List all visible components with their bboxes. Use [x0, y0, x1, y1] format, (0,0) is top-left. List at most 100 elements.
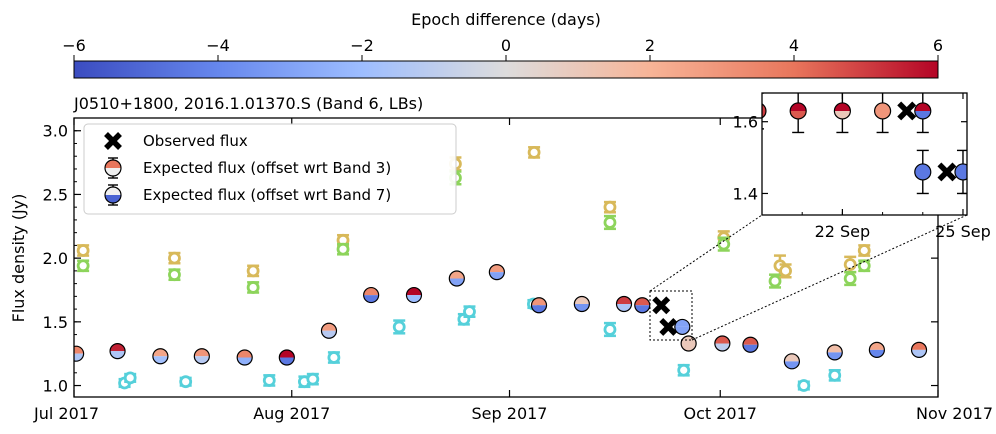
inset-expected-point [914, 149, 932, 195]
other-band-point-cyan [797, 379, 811, 392]
marker-top-half [152, 348, 168, 357]
cross-stroke [897, 101, 917, 121]
marker-bottom-half [406, 295, 422, 303]
marker-bottom-half [827, 352, 843, 360]
marker-top-half [194, 348, 210, 357]
marker-top-half [616, 296, 632, 304]
observed-flux-marker [652, 296, 671, 315]
other-band-point-cyan [974, 355, 986, 365]
other-band-point-yellow [857, 244, 871, 257]
other-band-point-green [857, 259, 871, 273]
marker-outline [405, 286, 423, 304]
colorbar-tick-label: −2 [350, 36, 374, 55]
marker-top-half [790, 102, 807, 111]
marker-outline [674, 318, 691, 336]
marker-outline [680, 335, 697, 352]
inset-observed-marker [937, 162, 957, 182]
colorbar-label: Epoch difference (days) [411, 10, 601, 29]
other-band-marker [857, 259, 871, 273]
expected-flux-point [868, 341, 885, 358]
other-band-marker [843, 272, 857, 285]
marker-bottom-half [321, 330, 337, 339]
marker-outline [109, 343, 126, 360]
marker-bottom-half [363, 295, 379, 303]
marker-outline [193, 348, 210, 365]
other-band-marker [603, 216, 617, 229]
legend-band7-marker [104, 184, 122, 206]
marker-top-half [742, 337, 758, 345]
marker-outline [634, 297, 651, 314]
expected-flux-point [193, 348, 210, 365]
inset-expected-marker [914, 102, 932, 120]
other-band-marker [76, 259, 90, 273]
marker-top-half [827, 344, 843, 353]
colorbar-tick-label: 0 [501, 36, 511, 55]
marker-top-half [674, 319, 690, 327]
other-band-point-green [768, 273, 782, 289]
y-axis-label: Flux density (Jy) [9, 194, 28, 323]
other-band-point-yellow [527, 145, 541, 159]
marker-outline [910, 341, 928, 358]
marker-bottom-half [489, 272, 505, 280]
expected-flux-point [742, 336, 759, 353]
marker-outline [714, 335, 731, 352]
marker-outline [868, 341, 885, 358]
other-band-marker [463, 305, 476, 319]
other-band-marker [828, 368, 842, 382]
marker-outline [236, 349, 253, 366]
marker-outline [783, 353, 800, 370]
marker-outline [914, 163, 932, 181]
expected-flux-point [826, 344, 843, 361]
other-band-point-cyan [306, 372, 320, 386]
marker-bottom-half [531, 305, 547, 313]
legend-observed-label: Observed flux [143, 132, 248, 150]
marker-bottom-half [869, 349, 885, 358]
colorbar-tick-label: −4 [206, 36, 230, 55]
marker-outline [826, 344, 843, 361]
marker-bottom-half [952, 338, 967, 346]
cross-stroke [659, 317, 678, 336]
marker-top-half [406, 287, 422, 296]
other-band-marker [717, 237, 731, 251]
colorbar-tick-label: −6 [62, 36, 86, 55]
other-band-point-cyan [603, 321, 617, 338]
marker-bottom-half [194, 356, 210, 364]
inset-expected-point [914, 93, 932, 134]
marker-outline [742, 336, 759, 353]
other-band-marker [677, 363, 691, 377]
colorbar-tick-label: 2 [645, 36, 655, 55]
expected-flux-point [363, 286, 380, 304]
colorbar [73, 60, 939, 79]
x-tick-label: Oct 2017 [684, 404, 757, 423]
main-plot-frame [73, 117, 939, 398]
marker-top-half [531, 297, 547, 306]
marker-outline [74, 345, 85, 362]
y-tick-label: 2.0 [43, 249, 68, 268]
marker-outline [954, 163, 967, 181]
marker-top-half [634, 297, 650, 306]
other-band-marker [123, 371, 137, 385]
inset-frame [761, 92, 968, 216]
marker-bottom-half [834, 110, 851, 119]
expected-flux-point [952, 331, 967, 346]
marker-bottom-half [279, 357, 295, 366]
chart-title: J0510+1800, 2016.1.01370.S (Band 6, LBs) [73, 94, 423, 113]
marker-bottom-half [674, 326, 690, 335]
zoom-connector-top [649, 214, 763, 292]
other-band-marker [246, 264, 260, 278]
other-band-point-cyan [123, 371, 137, 385]
marker-bottom-half [616, 304, 632, 312]
marker-bottom-half [574, 304, 590, 312]
expected-flux-point [320, 322, 338, 339]
marker-top-half [952, 331, 967, 338]
expected-flux-point [634, 297, 651, 314]
other-band-point-cyan [262, 374, 276, 387]
expected-flux-point [615, 295, 633, 313]
marker-top-half [911, 342, 927, 350]
marker-outline [615, 295, 633, 313]
inset-axis-ticks: 1.4 1.6 22 Sep 25 Sep [733, 93, 991, 241]
inset-observed-marker [897, 101, 917, 121]
inset-plot-marks [762, 93, 967, 195]
marker-outline [488, 264, 505, 281]
other-band-marker [327, 351, 341, 364]
